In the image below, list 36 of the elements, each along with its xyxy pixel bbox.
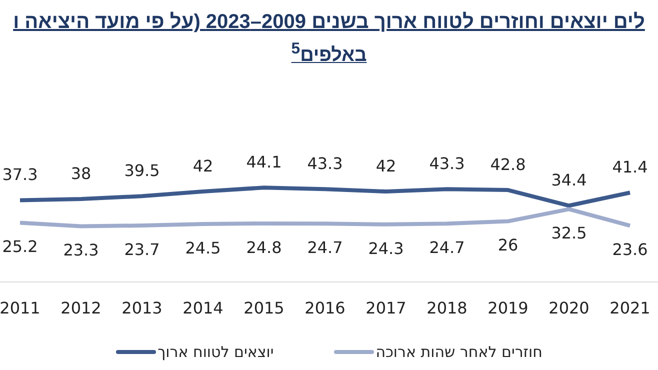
data-label: 43.3	[307, 154, 343, 174]
x-tick-label: 2021	[610, 298, 650, 318]
data-label: 24.7	[307, 238, 343, 258]
data-label: 23.7	[124, 240, 160, 260]
x-tick-label: 2020	[548, 298, 590, 318]
data-label: 24.8	[246, 238, 282, 258]
data-label: 26	[498, 236, 518, 255]
chart-title: לים יוצאים וחוזרים לטווח ארוך בשנים 2009–2023 (על פי מועד היציאה ו	[12, 10, 646, 35]
data-label: 39.5	[124, 161, 160, 180]
x-tick-label: 2017	[366, 298, 406, 318]
data-label: 24.3	[368, 239, 404, 258]
data-label: 41.4	[612, 158, 648, 177]
data-label: 38	[70, 164, 92, 184]
data-label: 24.7	[429, 238, 465, 258]
x-tick-label: 2018	[426, 298, 468, 318]
data-label: 25.2	[2, 237, 38, 256]
x-tick-label: 2011	[0, 298, 40, 318]
data-label: 42	[192, 156, 214, 176]
data-label: 37.3	[2, 166, 38, 185]
data-label: 24.5	[185, 238, 221, 258]
data-label: 23.6	[612, 240, 648, 260]
x-tick-label: 2016	[304, 298, 346, 318]
x-tick-label: 2014	[182, 298, 224, 318]
data-label: 34.4	[551, 170, 587, 190]
data-label: 23.3	[63, 240, 99, 260]
legend-label: יוצאים לטווח ארוך	[158, 343, 274, 362]
x-tick-label: 2019	[488, 298, 528, 318]
data-label: 42.8	[490, 155, 526, 174]
x-tick-label: 2013	[122, 298, 162, 318]
x-tick-label: 2015	[244, 298, 284, 318]
data-label: 43.3	[429, 154, 465, 174]
legend-label: חוזרים לאחר שהות ארוכה	[376, 343, 542, 362]
data-label: 44.1	[246, 152, 282, 172]
data-label: 32.5	[551, 224, 587, 243]
data-label: 42	[376, 156, 396, 176]
x-tick-label: 2012	[60, 298, 102, 318]
